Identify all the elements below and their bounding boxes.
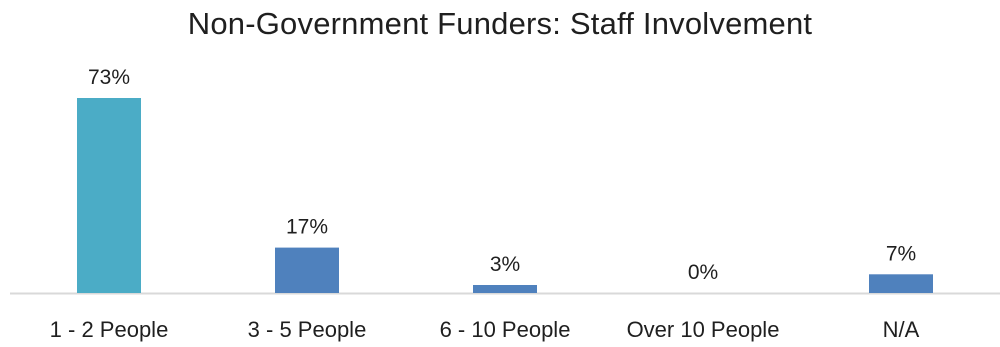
data-label-4: 0% bbox=[688, 261, 718, 284]
chart-title: Non-Government Funders: Staff Involvemen… bbox=[187, 6, 813, 41]
bar-3 bbox=[473, 285, 537, 293]
bar-5 bbox=[869, 274, 933, 293]
x-tick-label-4: Over 10 People bbox=[627, 317, 780, 342]
x-tick-label-5: N/A bbox=[883, 317, 920, 342]
x-tick-label-1: 1 - 2 People bbox=[50, 317, 169, 342]
data-label-5: 7% bbox=[886, 242, 916, 265]
bar-1 bbox=[77, 98, 141, 293]
bar-2 bbox=[275, 247, 339, 293]
x-tick-label-3: 6 - 10 People bbox=[440, 317, 571, 342]
data-label-2: 17% bbox=[286, 216, 328, 239]
x-tick-label-2: 3 - 5 People bbox=[248, 317, 367, 342]
data-label-1: 73% bbox=[88, 66, 130, 89]
data-label-3: 3% bbox=[490, 253, 520, 276]
